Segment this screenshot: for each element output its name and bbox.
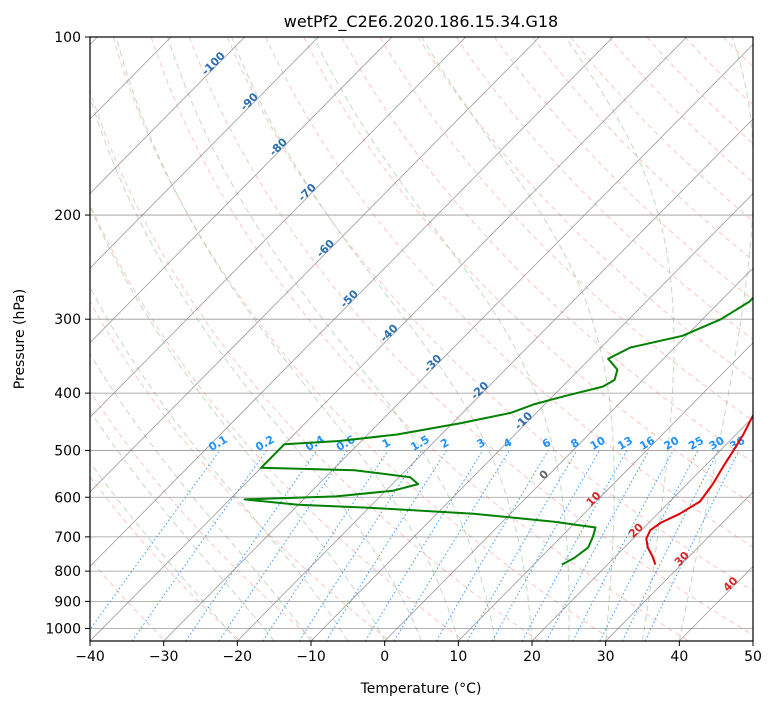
- moist-adiabat: [90, 286, 349, 641]
- isotherm-line: [163, 43, 753, 641]
- y-tick-label: 900: [54, 594, 81, 610]
- x-tick-label: 20: [523, 649, 541, 665]
- chart-title: wetPf2_C2E6.2020.186.15.34.G18: [284, 12, 558, 32]
- x-axis: −40 −30 −20 −10 0 10 20 30 40 50: [75, 641, 762, 665]
- y-tick-label: 400: [54, 386, 81, 402]
- y-axis-title: Pressure (hPa): [12, 289, 28, 389]
- grid: [90, 37, 753, 641]
- dry-adiabat: [227, 37, 753, 592]
- moist-adiabat: [231, 37, 533, 641]
- dry-adiabat: [90, 202, 465, 641]
- y-tick-label: 200: [54, 208, 81, 224]
- y-tick-label: 600: [54, 490, 81, 506]
- isotherm-line: [531, 416, 753, 641]
- moist-adiabat: [678, 37, 753, 641]
- x-tick-label: 30: [597, 649, 615, 665]
- y-tick-label: 500: [54, 443, 81, 459]
- x-tick-label: −10: [296, 649, 326, 665]
- moist-adiabat: [565, 37, 675, 641]
- x-axis-title: Temperature (°C): [360, 681, 482, 697]
- dry-adiabat: [417, 37, 753, 381]
- y-tick-label: 800: [54, 564, 81, 580]
- dry-adiabat: [379, 37, 753, 422]
- mixing-ratio-line: [621, 450, 719, 641]
- dewpoint-profile-line: [243, 296, 753, 566]
- y-tick-label: 1000: [45, 621, 81, 637]
- y-axis: 100 200 300 400 500 600 700 800 900 1000: [45, 30, 90, 637]
- mixing-ratio-line: [364, 450, 484, 641]
- dry-adiabat: [303, 37, 753, 505]
- isotherm-line: [90, 37, 687, 641]
- moist-adiabat: [90, 95, 422, 641]
- plot-frame: [89, 36, 754, 642]
- dry-adiabat: [188, 37, 753, 636]
- x-tick-label: −40: [75, 649, 105, 665]
- isotherm-line: [458, 342, 753, 641]
- x-tick-label: −20: [223, 649, 253, 665]
- moist-adiabat: [421, 37, 615, 641]
- isotherm-line: [310, 193, 753, 641]
- series-layer: [243, 296, 753, 566]
- dry-adiabat: [341, 37, 753, 463]
- isotherm-line: [90, 37, 466, 418]
- isotherm-line: [90, 37, 540, 493]
- moist-adiabat: [313, 37, 570, 641]
- y-tick-label: 700: [54, 530, 81, 546]
- x-tick-label: 40: [670, 649, 688, 665]
- x-tick-label: 50: [744, 649, 762, 665]
- x-tick-label: 10: [449, 649, 467, 665]
- isotherm-line: [237, 118, 753, 641]
- mixing-ratio-line: [90, 450, 221, 631]
- dry-adiabat: [608, 37, 753, 183]
- moist-adiabat: [115, 37, 459, 641]
- dry-adiabat: [90, 475, 241, 641]
- isotherm-line: [90, 37, 614, 567]
- mixing-ratio-line: [545, 450, 650, 641]
- moist-adiabat: [90, 410, 275, 641]
- dry-adiabat: [265, 37, 753, 548]
- moist-adiabat: [90, 205, 386, 641]
- mixing-ratio-line: [298, 450, 423, 641]
- isotherm-line: [384, 267, 753, 641]
- x-tick-label: 0: [380, 649, 389, 665]
- y-tick-label: 300: [54, 312, 81, 328]
- dry-adiabat: [112, 37, 614, 641]
- isotherm-line: [605, 491, 753, 641]
- dry-adiabat: [570, 37, 753, 222]
- isotherm-line: [90, 37, 245, 195]
- isotherm-line: [90, 37, 319, 269]
- mixing-ratio-line: [599, 450, 699, 641]
- moist-adiabat: [167, 37, 496, 641]
- mixing-ratio-line: [218, 450, 348, 641]
- isotherm-line: [90, 37, 393, 344]
- x-tick-label: −30: [149, 649, 179, 665]
- mixing-ratio-line: [185, 450, 318, 641]
- dry-adiabat: [90, 300, 390, 641]
- moist-adiabat: [90, 461, 238, 641]
- y-tick-label: 100: [54, 30, 81, 46]
- dry-adiabat: [150, 37, 689, 641]
- dry-adiabat: [455, 37, 753, 341]
- dry-adiabat: [493, 37, 753, 301]
- temperature-profile-line: [645, 413, 753, 565]
